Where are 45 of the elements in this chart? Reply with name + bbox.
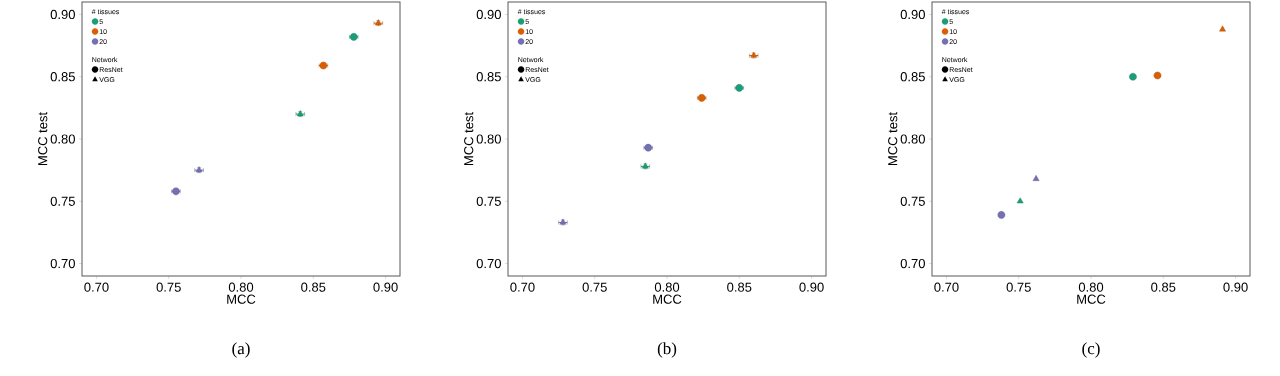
x-tick-label: 0.90 (1223, 282, 1248, 292)
y-tick-label: 0.90 (900, 9, 925, 20)
y-axis-title: MCC test (888, 112, 898, 166)
y-tick-label: 0.90 (50, 9, 75, 20)
x-tick-label: 0.90 (373, 282, 398, 292)
x-tick-label: 0.75 (1006, 282, 1031, 292)
point (1129, 72, 1137, 81)
y-tick-label: 0.80 (50, 134, 75, 144)
y-tick-label: 0.70 (900, 258, 925, 269)
x-tick-label: 0.80 (654, 282, 680, 292)
x-tick-label: 0.70 (510, 282, 535, 292)
x-tick-label: 0.85 (727, 282, 752, 292)
y-axis-title: MCC test (38, 112, 48, 166)
text: (c) (1082, 342, 1100, 358)
y-tick-label: 0.75 (50, 196, 75, 206)
x-tick-label: 0.80 (1078, 282, 1104, 292)
y-tick-label: 0.85 (900, 72, 925, 82)
y-tick-label: 0.85 (476, 72, 501, 82)
y-axis-title: MCC test (464, 112, 474, 166)
y-tick-label: 0.80 (476, 134, 501, 144)
point (1153, 71, 1162, 80)
text: (b) (657, 342, 677, 358)
text: (a) (232, 342, 250, 358)
x-tick-label: 0.85 (1151, 282, 1176, 292)
y-tick-label: 0.90 (476, 9, 501, 20)
y-tick-label: 0.70 (476, 258, 501, 269)
x-axis-title: MCC (1077, 294, 1106, 304)
y-tick-label: 0.75 (476, 196, 501, 206)
x-tick-label: 0.80 (228, 282, 254, 292)
x-tick-label: 0.75 (156, 282, 181, 292)
x-tick-label: 0.90 (799, 282, 824, 292)
x-axis-title: MCC (227, 294, 256, 304)
x-tick-label: 0.75 (582, 282, 607, 292)
x-tick-label: 0.70 (84, 282, 109, 292)
y-tick-label: 0.75 (900, 196, 925, 206)
point (1219, 25, 1226, 32)
point (997, 211, 1006, 219)
point (1032, 175, 1040, 181)
point (1016, 197, 1024, 204)
y-tick-label: 0.80 (900, 134, 925, 144)
y-tick-label: 0.70 (50, 258, 75, 269)
x-tick-label: 0.70 (934, 282, 959, 292)
y-tick-label: 0.85 (50, 72, 75, 82)
x-tick-label: 0.85 (301, 282, 326, 292)
x-axis-title: MCC (653, 294, 682, 304)
